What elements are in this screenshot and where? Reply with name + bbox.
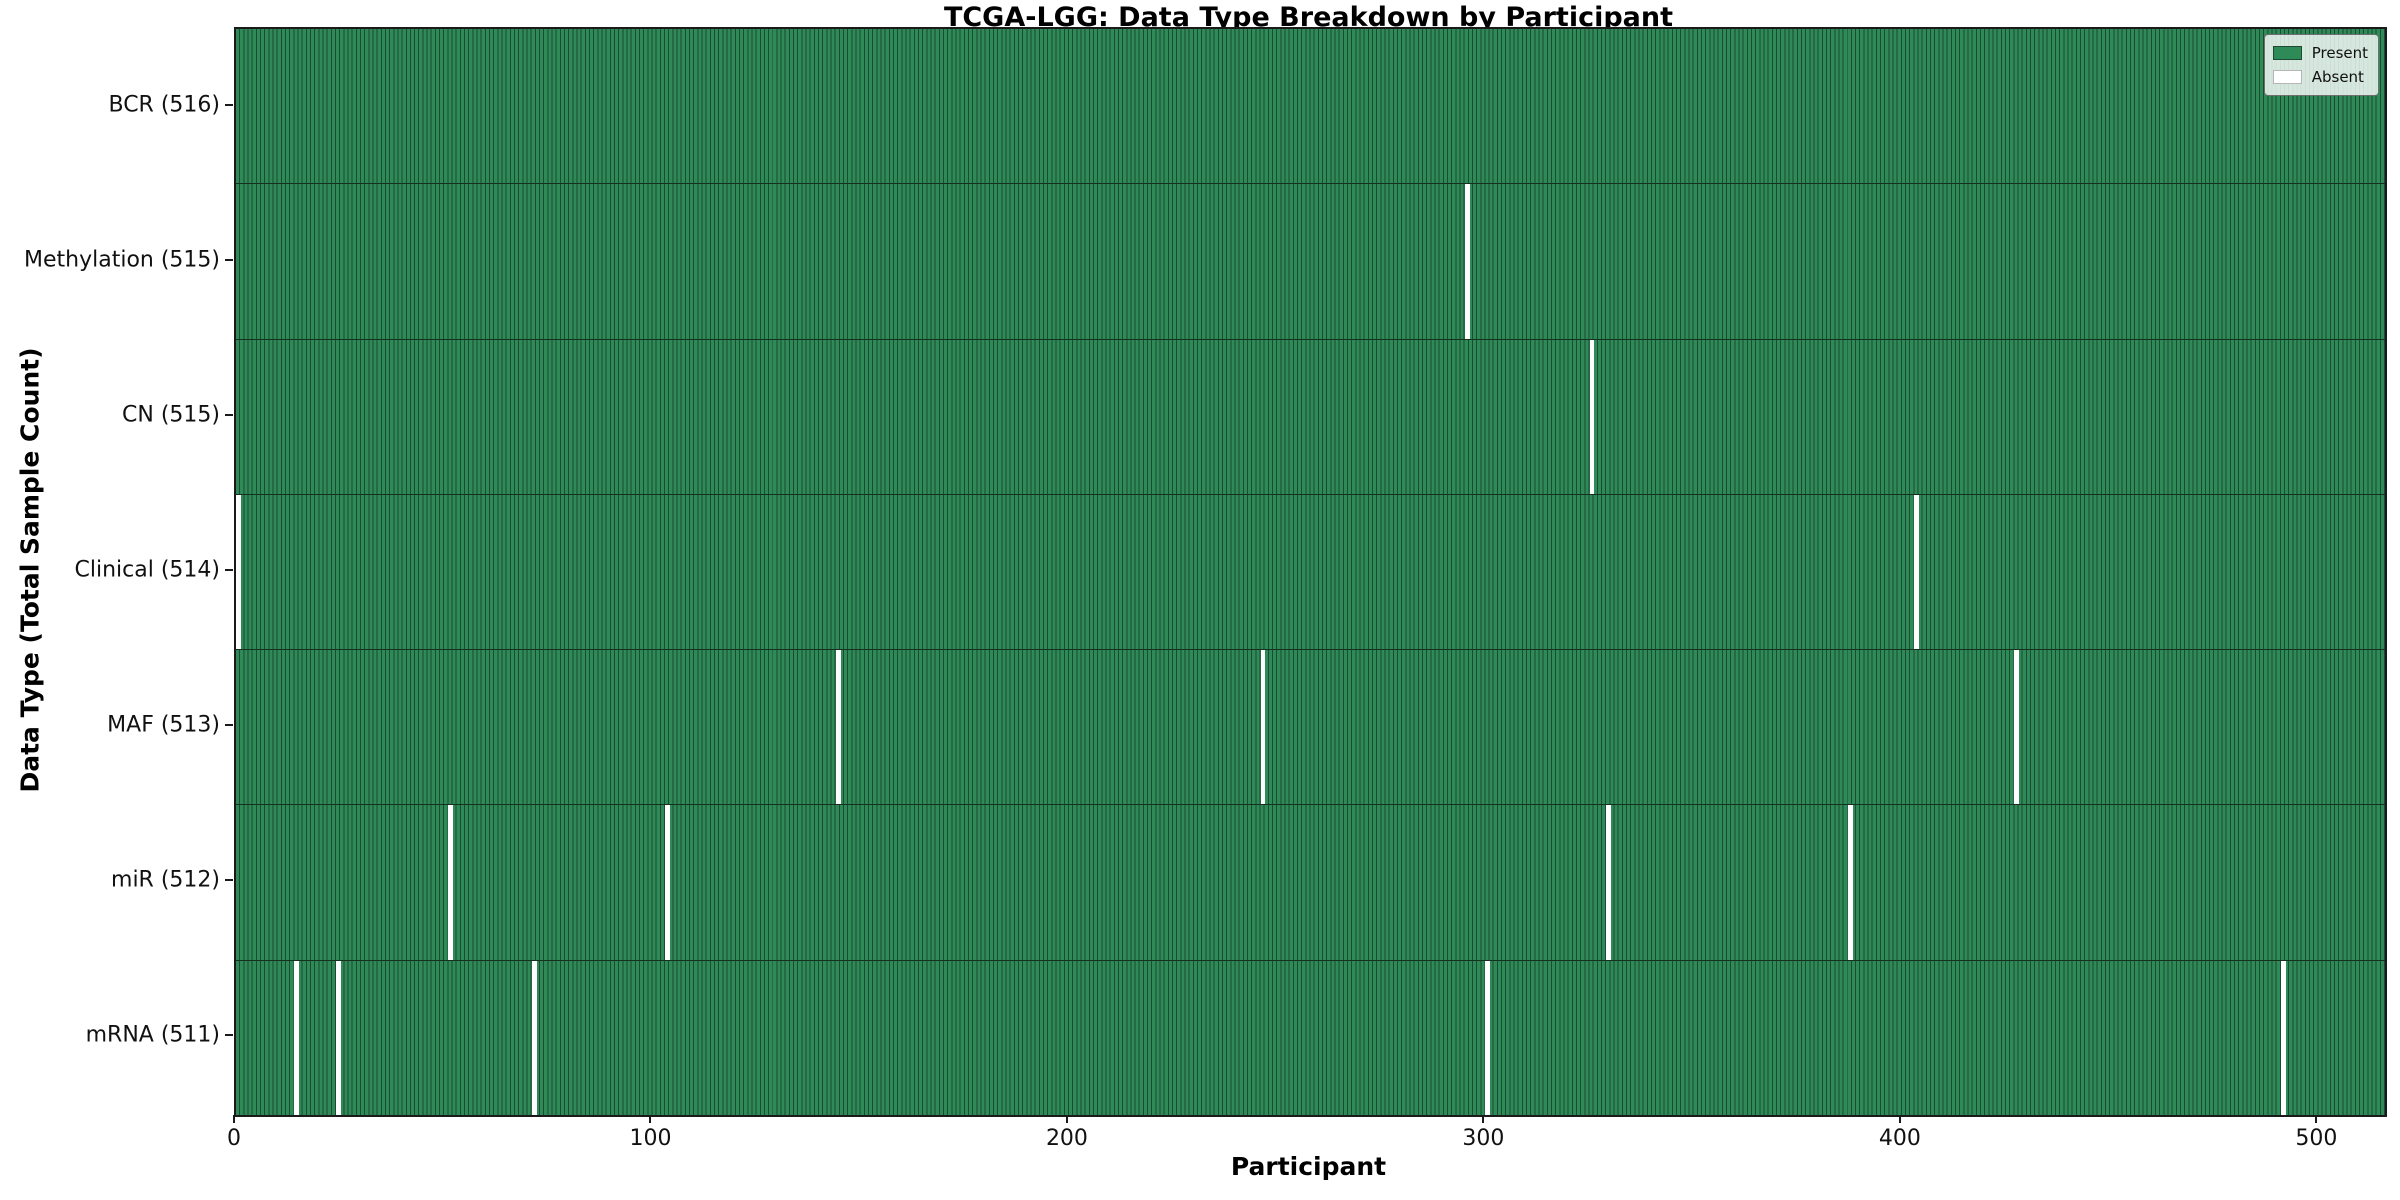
absent-marker: [1606, 805, 1612, 960]
absent-marker: [2014, 650, 2020, 805]
absent-marker: [448, 805, 454, 960]
absent-marker: [664, 805, 670, 960]
row-band-cn: [236, 339, 2385, 495]
x-tick-label-500: 500: [2295, 1126, 2338, 1151]
y-tick-label-methylation: Methylation (515): [24, 247, 220, 273]
y-tick-mark: [225, 413, 233, 416]
y-axis-title: Data Type (Total Sample Count): [15, 347, 45, 793]
y-tick-label-cn: CN (515): [122, 402, 220, 428]
x-tick-mark: [233, 1115, 235, 1123]
present-swatch-icon: [2272, 46, 2302, 60]
x-tick-mark: [1065, 1115, 1068, 1123]
legend-item-present: Present: [2272, 41, 2368, 65]
x-tick-label-100: 100: [629, 1126, 672, 1151]
y-tick-mark: [225, 569, 233, 571]
y-tick-label-bcr: BCR (516): [108, 92, 220, 118]
x-tick-label-200: 200: [1045, 1126, 1088, 1151]
legend-item-absent: Absent: [2272, 65, 2368, 89]
x-tick-mark: [2315, 1115, 2318, 1123]
y-tick-label-mir: miR (512): [111, 867, 220, 893]
row-band-methylation: [236, 184, 2385, 340]
row-band-mir: [236, 805, 2385, 961]
row-band-mrna: [236, 960, 2385, 1115]
absent-marker: [1847, 805, 1853, 960]
absent-swatch-icon: [2272, 70, 2302, 84]
absent-marker: [1464, 184, 1470, 339]
x-tick-label-400: 400: [1878, 1126, 1921, 1151]
row-bands: [236, 29, 2385, 1115]
x-tick-mark: [1482, 1115, 1485, 1123]
legend-label-present: Present: [2311, 44, 2368, 62]
absent-marker: [1914, 494, 1920, 650]
absent-marker: [1260, 650, 1266, 805]
x-tick-label-300: 300: [1462, 1126, 1505, 1151]
legend-label-absent: Absent: [2311, 68, 2364, 86]
absent-marker: [1485, 960, 1491, 1115]
y-tick-mark: [225, 258, 233, 261]
y-tick-label-clinical: Clinical (514): [74, 557, 220, 583]
absent-marker: [2280, 960, 2286, 1115]
absent-marker: [335, 960, 341, 1115]
row-band-maf: [236, 650, 2385, 806]
y-tick-label-maf: MAF (513): [107, 712, 220, 738]
legend: Present Absent: [2263, 34, 2379, 96]
x-axis-title: Participant: [1230, 1152, 1387, 1181]
absent-marker: [236, 494, 241, 650]
x-tick-label-0: 0: [227, 1126, 241, 1151]
y-tick-label-mrna: mRNA (511): [85, 1022, 220, 1048]
absent-marker: [835, 650, 841, 805]
x-tick-mark: [649, 1115, 652, 1123]
x-tick-mark: [1898, 1115, 1901, 1123]
plot-area: Present Absent: [234, 27, 2387, 1117]
row-band-bcr: [236, 29, 2385, 185]
absent-marker: [1589, 339, 1595, 494]
absent-marker: [294, 960, 300, 1115]
y-tick-mark: [225, 724, 233, 727]
y-tick-mark: [225, 1034, 233, 1037]
y-tick-mark: [225, 103, 233, 106]
y-tick-mark: [225, 879, 233, 882]
absent-marker: [531, 960, 537, 1115]
row-band-clinical: [236, 494, 2385, 651]
